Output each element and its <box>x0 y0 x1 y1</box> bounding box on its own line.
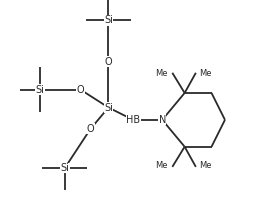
Text: HB: HB <box>126 115 140 125</box>
Text: O: O <box>87 124 94 134</box>
Text: Me: Me <box>155 161 168 170</box>
Text: Me: Me <box>199 161 212 170</box>
Text: N: N <box>159 115 166 125</box>
Text: O: O <box>77 85 84 95</box>
Text: Me: Me <box>199 69 212 78</box>
Text: Me: Me <box>155 69 168 78</box>
Text: Si: Si <box>104 15 113 25</box>
Text: Si: Si <box>60 163 69 173</box>
Text: O: O <box>105 57 112 67</box>
Text: Si: Si <box>36 85 45 95</box>
Text: Si: Si <box>104 103 113 112</box>
